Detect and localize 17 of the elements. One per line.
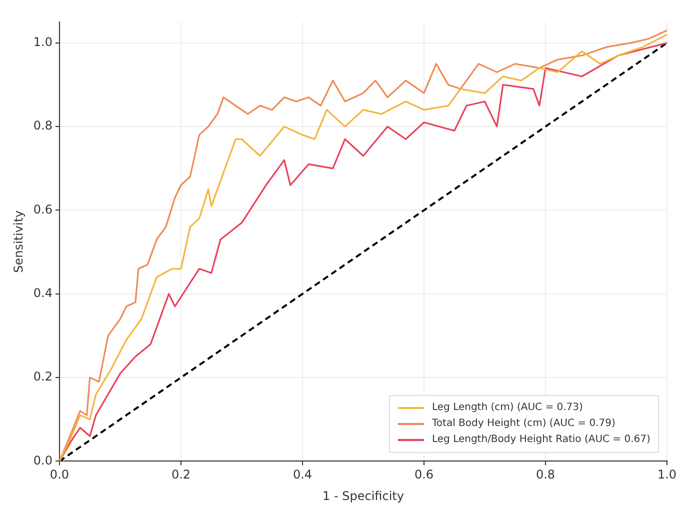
x-axis-title: 1 - Specificity [322,488,404,503]
x-tick-label: 1.0 [657,468,677,482]
y-tick-label: 0.6 [33,202,52,216]
y-tick-label: 0.8 [33,118,52,133]
x-tick-label: 0.8 [536,468,556,482]
legend-label: Total Body Height (cm) (AUC = 0.79) [432,417,616,432]
y-tick-label: 0.2 [33,370,52,384]
x-tick-label: 0.4 [292,468,312,482]
y-tick-label: 0.4 [33,286,52,300]
x-tick-label: 0.0 [50,468,70,482]
legend-label: Leg Length (cm) (AUC = 0.73) [432,401,583,416]
y-axis-title: Sensitivity [11,210,26,273]
x-tick-label: 0.2 [171,468,191,482]
legend-label: Leg Length/Body Height Ratio (AUC = 0.67) [432,433,650,448]
y-tick-label: 1.0 [33,35,52,50]
y-tick-label: 0.0 [33,453,52,468]
x-tick-label: 0.6 [414,468,434,482]
